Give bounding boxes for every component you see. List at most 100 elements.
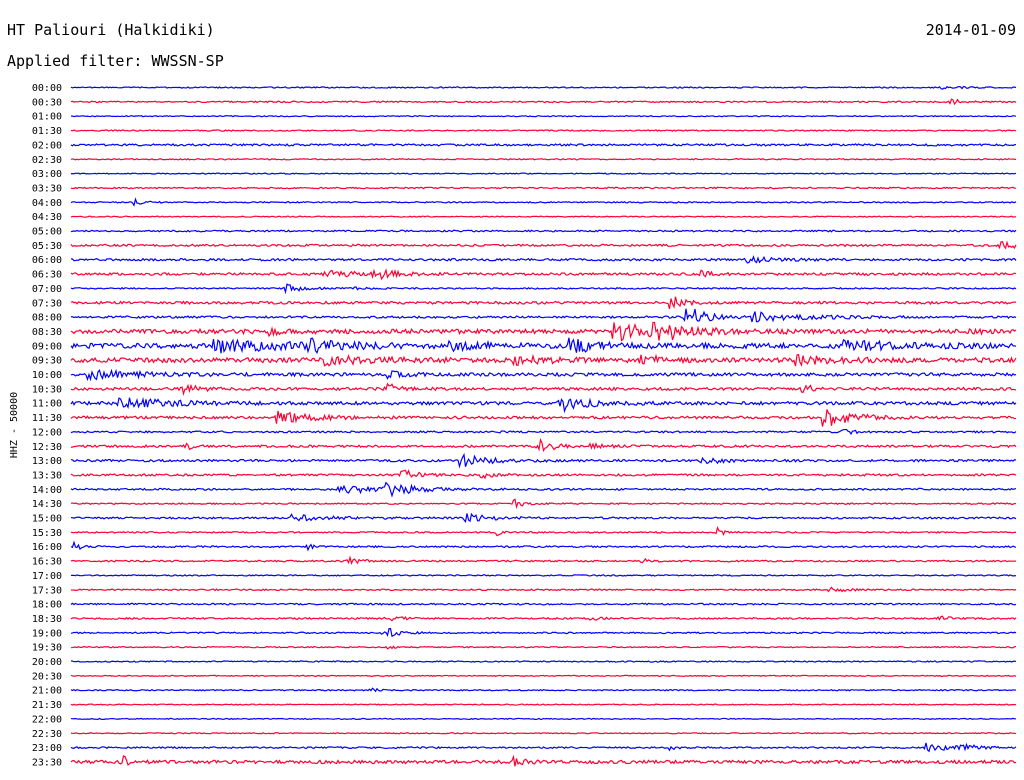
trace-row: [70, 703, 1017, 706]
time-tick-label: 21:30: [32, 700, 62, 711]
trace-row: [70, 754, 1017, 767]
time-tick-label: 05:30: [32, 241, 62, 252]
filter-label: Applied filter: WWSSN-SP: [7, 52, 224, 70]
trace-row: [70, 129, 1017, 132]
time-tick-label: 21:00: [32, 686, 62, 697]
time-tick-label: 18:00: [32, 600, 62, 611]
trace-row: [70, 308, 1017, 323]
trace-row: [70, 186, 1017, 190]
seismic-traces: [70, 85, 1017, 767]
time-tick-label: 19:00: [32, 628, 62, 639]
time-tick-label: 20:30: [32, 671, 62, 682]
time-tick-label: 22:00: [32, 714, 62, 725]
time-tick-label: 10:00: [32, 370, 62, 381]
trace-row: [70, 687, 1016, 693]
time-tick-label: 00:30: [32, 97, 62, 108]
trace-row: [70, 452, 1017, 469]
time-tick-label: 11:00: [32, 399, 62, 410]
time-tick-label: 13:30: [32, 470, 62, 481]
trace-row: [70, 540, 1017, 552]
trace-row: [70, 674, 1017, 678]
trace-row: [70, 115, 1017, 118]
time-tick-label: 16:30: [32, 557, 62, 568]
trace-row: [70, 574, 1017, 577]
trace-row: [70, 321, 1017, 342]
time-tick-label: 01:00: [32, 112, 62, 123]
time-tick-label: 07:30: [32, 298, 62, 309]
trace-row: [70, 615, 1017, 622]
time-tick-label: 17:30: [32, 585, 62, 596]
time-tick-labels: 00:00 00:30 01:00 01:30 02:00 02:30 03:00 03:30…: [32, 83, 62, 768]
trace-row: [70, 268, 1017, 281]
time-tick-label: 16:00: [32, 542, 62, 553]
time-tick-label: 08:00: [32, 313, 62, 324]
trace-row: [70, 296, 1017, 309]
trace-row: [70, 481, 1017, 498]
time-tick-label: 10:30: [32, 384, 62, 395]
trace-row: [70, 157, 1017, 161]
trace-row: [70, 197, 1017, 207]
time-tick-label: 01:30: [32, 126, 62, 137]
trace-row: [70, 742, 1017, 753]
trace-row: [70, 437, 1017, 453]
trace-row: [71, 717, 1017, 721]
trace-row: [70, 660, 1017, 663]
trace-row: [70, 353, 1017, 367]
time-tick-label: 15:00: [32, 514, 62, 525]
trace-row: [70, 469, 1017, 480]
time-tick-label: 09:00: [32, 341, 62, 352]
trace-row: [70, 409, 1017, 427]
trace-row: [70, 215, 1017, 218]
trace-row: [70, 627, 1017, 637]
trace-row: [70, 498, 1017, 510]
time-tick-label: 14:30: [32, 499, 62, 510]
station-title: HT Paliouri (Halkidiki): [7, 21, 215, 39]
trace-row: [70, 512, 1017, 524]
time-tick-label: 04:30: [32, 212, 62, 223]
trace-row: [70, 732, 1017, 735]
time-tick-label: 09:30: [32, 356, 62, 367]
time-tick-label: 19:30: [32, 643, 62, 654]
trace-row: [70, 382, 1017, 396]
time-tick-label: 03:00: [32, 169, 62, 180]
time-tick-label: 22:30: [32, 729, 62, 740]
trace-row: [70, 240, 1017, 250]
record-date: 2014-01-09: [926, 21, 1016, 39]
trace-row: [70, 525, 1017, 537]
channel-label: HHZ - 50000: [9, 392, 20, 458]
time-tick-label: 00:00: [32, 83, 62, 94]
trace-row: [70, 143, 1017, 147]
time-tick-label: 02:00: [32, 140, 62, 151]
trace-row: [70, 283, 1017, 295]
time-tick-label: 23:00: [32, 743, 62, 754]
time-tick-label: 03:30: [32, 183, 62, 194]
trace-row: [70, 98, 1017, 106]
time-tick-label: 02:30: [32, 155, 62, 166]
trace-row: [70, 229, 1017, 233]
time-tick-label: 15:30: [32, 528, 62, 539]
trace-row: [70, 645, 1017, 650]
time-tick-label: 06:30: [32, 270, 62, 281]
time-tick-label: 20:00: [32, 657, 62, 668]
time-tick-label: 04:00: [32, 198, 62, 209]
time-tick-label: 07:00: [32, 284, 62, 295]
time-tick-label: 11:30: [32, 413, 62, 424]
time-tick-label: 12:00: [32, 427, 62, 438]
trace-row: [70, 255, 1017, 264]
time-tick-label: 14:00: [32, 485, 62, 496]
time-tick-label: 23:30: [32, 757, 62, 768]
trace-row: [70, 428, 1017, 436]
trace-row: [70, 172, 1017, 175]
trace-row: [70, 85, 1017, 90]
time-tick-label: 12:30: [32, 442, 62, 453]
trace-row: [70, 586, 1017, 593]
trace-row: [70, 368, 1017, 382]
trace-row: [70, 602, 1017, 606]
time-tick-label: 05:00: [32, 227, 62, 238]
trace-row: [70, 555, 1017, 566]
trace-row: [70, 337, 1017, 355]
time-tick-label: 08:30: [32, 327, 62, 338]
time-tick-label: 13:00: [32, 456, 62, 467]
time-tick-label: 18:30: [32, 614, 62, 625]
